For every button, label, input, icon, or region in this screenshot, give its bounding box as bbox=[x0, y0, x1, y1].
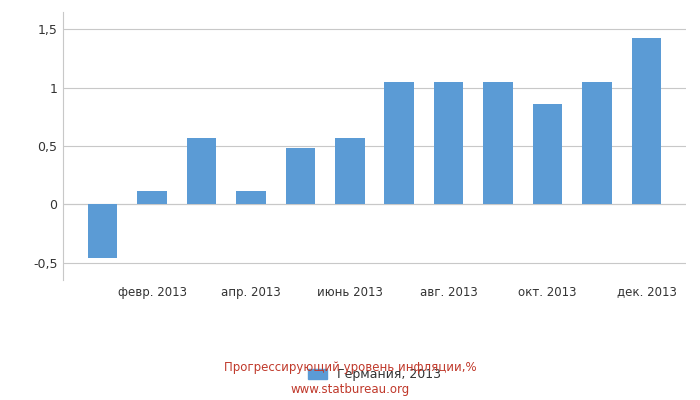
Bar bbox=[335, 138, 365, 204]
Bar bbox=[88, 204, 118, 258]
Legend: Германия, 2013: Германия, 2013 bbox=[303, 363, 446, 386]
Bar bbox=[533, 104, 562, 204]
Bar bbox=[483, 82, 513, 204]
Bar bbox=[286, 148, 315, 204]
Bar bbox=[137, 192, 167, 204]
Text: www.statbureau.org: www.statbureau.org bbox=[290, 384, 410, 396]
Bar bbox=[187, 138, 216, 204]
Text: Прогрессирующий уровень инфляции,%: Прогрессирующий уровень инфляции,% bbox=[224, 362, 476, 374]
Bar bbox=[434, 82, 463, 204]
Bar bbox=[236, 192, 266, 204]
Bar bbox=[631, 38, 661, 204]
Bar bbox=[582, 82, 612, 204]
Bar bbox=[384, 82, 414, 204]
